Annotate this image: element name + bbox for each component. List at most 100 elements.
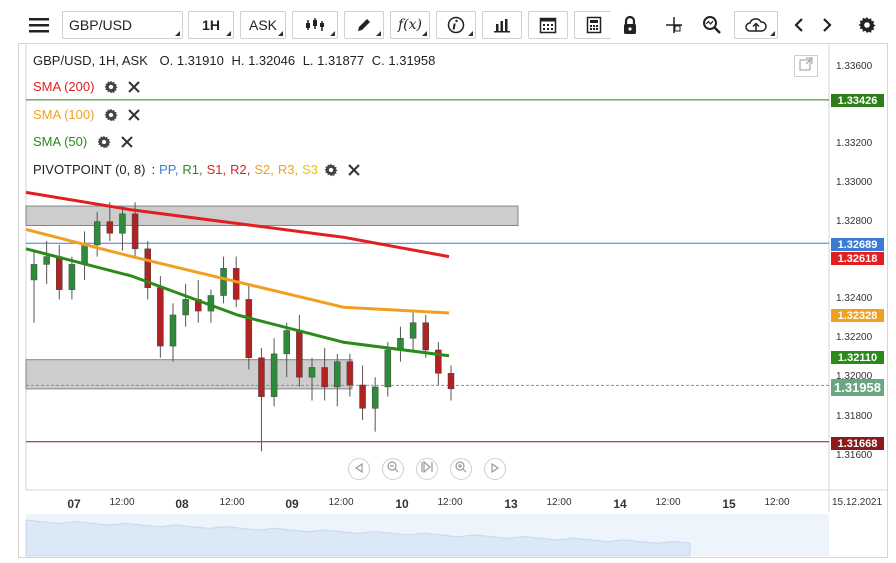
candle-body (81, 244, 88, 265)
x-tick-time: 12:00 (764, 497, 790, 508)
candle-body (384, 349, 392, 388)
x-tick-time: 12:00 (546, 497, 572, 508)
x-tick-time: 12:00 (219, 497, 245, 508)
price-type-selector[interactable]: ASK (240, 11, 286, 39)
crosshair-button[interactable] (654, 11, 694, 39)
next-button[interactable] (814, 11, 840, 39)
settings-button[interactable] (852, 11, 882, 39)
x-tick-date: 10 (395, 497, 409, 511)
lock-icon (622, 15, 638, 35)
pivot-r1: R1, (182, 162, 203, 177)
pivot-s3: S3 (302, 162, 318, 177)
close-value: C. 1.31958 (371, 53, 436, 68)
chart-type-button[interactable] (292, 11, 338, 39)
scroll-right-button[interactable] (484, 458, 506, 480)
cloud-upload-icon (745, 16, 767, 34)
price-label-sma100: 1.32328 (831, 309, 884, 322)
price-label-green-level: 1.33426 (831, 94, 884, 107)
candle-body (334, 361, 341, 388)
candle-body (296, 330, 303, 378)
gear-icon[interactable] (324, 163, 338, 177)
price-label-sma200: 1.32618 (831, 252, 884, 265)
legend-sma200: SMA (200) (33, 79, 141, 94)
bar-volume-icon (493, 17, 511, 33)
price-type-label: ASK (248, 17, 277, 33)
pivot-r2: R2, (230, 162, 251, 177)
settings-gear-icon (858, 16, 876, 34)
x-tick-time: 12:00 (109, 497, 135, 508)
x-tick-time: 12:00 (655, 497, 681, 508)
info-button[interactable] (436, 11, 476, 39)
lock-button[interactable] (610, 11, 650, 39)
close-icon[interactable] (348, 163, 360, 176)
scroll-left-button[interactable] (348, 458, 370, 480)
legend-sma100-label: SMA (100) (33, 107, 95, 122)
zoom-out-button[interactable] (382, 458, 404, 480)
candle-body (232, 268, 240, 300)
share-button[interactable] (734, 11, 778, 39)
draw-pen-icon (356, 17, 372, 33)
candle-body (308, 367, 316, 378)
y-tick: 1.33000 (836, 177, 873, 188)
candle-body (371, 386, 379, 409)
sma50-line (25, 247, 450, 358)
candle-body (359, 384, 366, 409)
price-label-pivot: 1.32689 (831, 238, 884, 251)
symbol-selector[interactable]: GBP/USD (62, 11, 183, 39)
zoom-out-icon (387, 460, 399, 478)
sma200-line (25, 190, 450, 259)
draw-tools-button[interactable] (344, 11, 384, 39)
zoom-button[interactable] (694, 11, 730, 39)
gear-icon[interactable] (104, 108, 119, 122)
y-tick: 1.32400 (836, 293, 873, 304)
zoom-in-button[interactable] (450, 458, 472, 480)
price-label-sma50: 1.32110 (831, 351, 884, 364)
candle-body (220, 268, 227, 296)
candle-body (43, 256, 50, 265)
candle-body (422, 322, 429, 351)
sma100-line (25, 227, 450, 315)
expand-button[interactable] (794, 55, 818, 77)
y-tick: 1.32000 (836, 371, 873, 382)
candle-body (144, 248, 151, 288)
close-icon[interactable] (128, 108, 141, 121)
y-tick: 1.33200 (836, 138, 873, 149)
close-icon[interactable] (128, 80, 141, 93)
prev-button[interactable] (786, 11, 812, 39)
calendar-button[interactable] (528, 11, 568, 39)
candle-body (270, 353, 278, 397)
x-tick-end-date: 15.12.2021 (831, 497, 883, 508)
reset-icon (421, 460, 433, 478)
interval-label: 1H (202, 17, 220, 33)
x-tick-date: 08 (175, 497, 189, 511)
x-tick-date: 13 (504, 497, 518, 511)
menu-button[interactable] (22, 11, 56, 39)
candle-body (169, 314, 177, 347)
x-tick-date: 09 (285, 497, 299, 511)
high-value: H. 1.32046 (231, 53, 296, 68)
candle-body (258, 357, 265, 397)
candle-body (182, 299, 189, 316)
arrow-left-icon (793, 17, 805, 33)
close-icon[interactable] (121, 135, 133, 148)
indicators-button[interactable]: f(x) (390, 11, 430, 39)
candlestick-type-icon (305, 17, 325, 33)
volume-button[interactable] (482, 11, 522, 39)
legend-sma50: SMA (50) (33, 134, 133, 149)
info-icon (447, 16, 465, 34)
price-label-current: 1.31958 (831, 379, 884, 396)
y-tick: 1.33600 (836, 61, 873, 72)
gear-icon[interactable] (97, 135, 111, 149)
candle-body (93, 221, 101, 246)
legend-pivot-sep: : (151, 162, 156, 177)
zoom-search-icon (702, 15, 722, 35)
reset-button[interactable] (416, 458, 438, 480)
interval-selector[interactable]: 1H (188, 11, 234, 39)
gear-icon[interactable] (104, 80, 119, 94)
low-value: L. 1.31877 (302, 53, 365, 68)
function-icon: f(x) (397, 17, 422, 33)
candle-body (283, 330, 290, 355)
price-label-support: 1.31668 (831, 437, 884, 450)
menu-icon (29, 17, 49, 33)
